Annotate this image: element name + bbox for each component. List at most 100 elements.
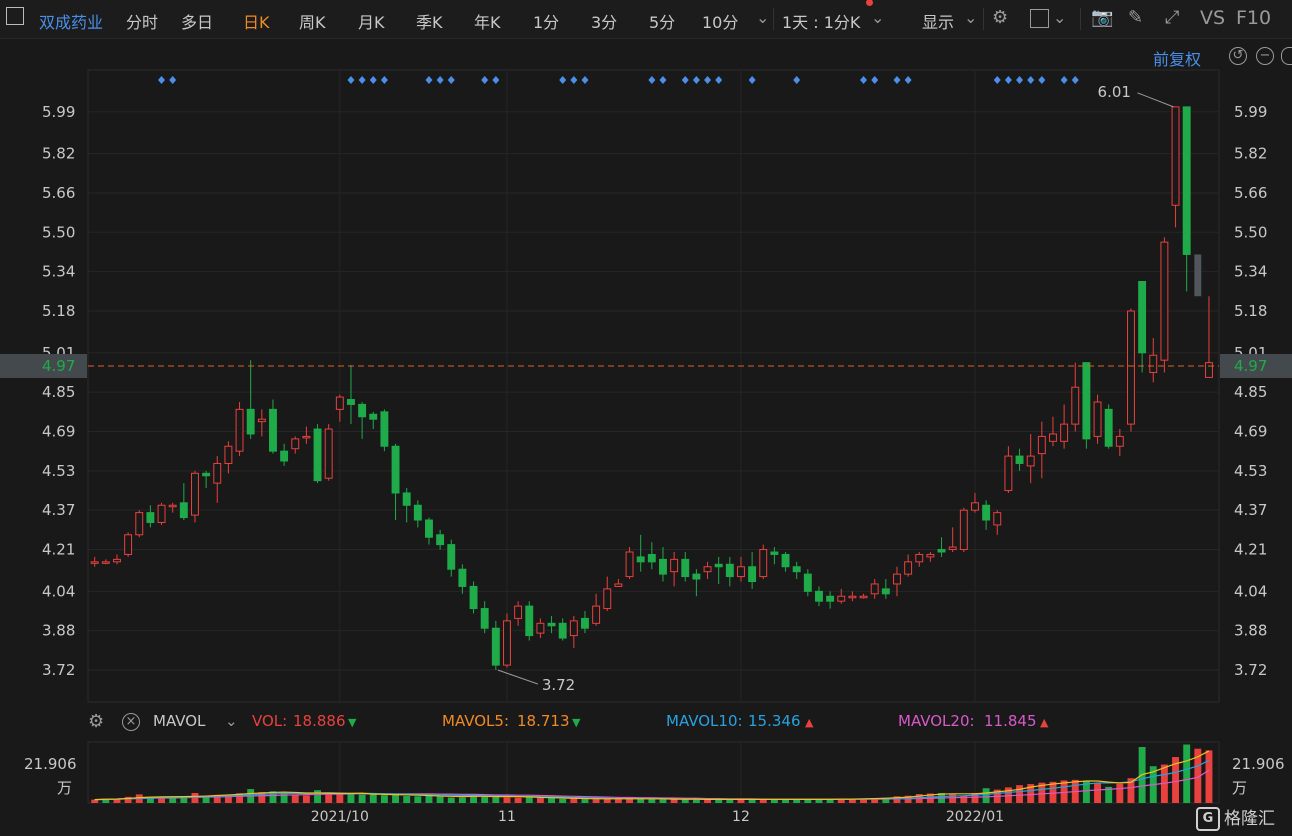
candle[interactable] [1149, 338, 1158, 383]
vol-indicator-select[interactable]: MAVOL [153, 712, 206, 730]
display-menu[interactable]: 显示 [922, 13, 955, 32]
candle[interactable] [291, 436, 300, 454]
candle[interactable] [870, 579, 879, 599]
candle[interactable] [402, 488, 411, 523]
candle[interactable] [380, 409, 389, 452]
candle[interactable] [603, 576, 612, 612]
candle[interactable] [202, 470, 211, 489]
fullscreen-icon[interactable]: ⤢ [1165, 7, 1180, 28]
candle[interactable] [458, 564, 467, 594]
candle[interactable] [670, 551, 679, 587]
candle[interactable] [246, 360, 255, 439]
tab-5min[interactable]: 5分 [649, 13, 676, 32]
reset-icon[interactable]: ↺ [1229, 47, 1247, 65]
candle[interactable] [391, 443, 400, 521]
candle[interactable] [859, 593, 868, 599]
vol-indicator-chevron-down-icon[interactable]: ⌄ [225, 712, 238, 730]
candle[interactable] [971, 492, 979, 513]
candle[interactable] [168, 502, 177, 513]
square-icon[interactable] [1030, 9, 1049, 28]
candle[interactable] [948, 527, 957, 552]
candle[interactable] [135, 510, 144, 538]
candle[interactable] [313, 424, 322, 484]
tab-monthly-k[interactable]: 月K [358, 13, 385, 32]
candle[interactable] [647, 542, 656, 570]
candle[interactable] [413, 500, 422, 528]
candle[interactable] [581, 611, 589, 634]
candle[interactable] [90, 556, 99, 567]
tab-weekly-k[interactable]: 周K [299, 13, 326, 32]
candle[interactable] [893, 566, 901, 597]
tab-quarterly-k[interactable]: 季K [416, 13, 443, 32]
candle[interactable] [1060, 404, 1069, 449]
candle[interactable] [881, 579, 890, 599]
candle[interactable] [1160, 237, 1169, 373]
sidebar-toggle-icon[interactable] [6, 7, 24, 25]
candle[interactable] [469, 581, 478, 614]
candle[interactable] [324, 424, 333, 481]
tab-10min[interactable]: 10分 [702, 13, 739, 32]
candle[interactable] [536, 618, 545, 639]
candle[interactable] [1182, 106, 1191, 292]
candle[interactable] [113, 554, 121, 565]
period-chevron-down-icon[interactable]: ⌄ [756, 8, 770, 27]
candle[interactable] [224, 441, 233, 474]
candle[interactable] [714, 556, 723, 584]
vol-close-icon[interactable]: × [122, 713, 140, 731]
candle[interactable] [547, 615, 556, 634]
candle[interactable] [659, 547, 667, 582]
candle[interactable] [558, 618, 567, 641]
candle[interactable] [179, 483, 188, 521]
candle[interactable] [1205, 296, 1213, 378]
candle[interactable] [815, 586, 823, 607]
candle[interactable] [514, 601, 523, 626]
candle[interactable] [335, 394, 344, 422]
adjust-mode-button[interactable]: 前复权 [1153, 50, 1202, 69]
candle[interactable] [737, 556, 745, 582]
candle[interactable] [1138, 280, 1147, 373]
candle[interactable] [625, 547, 634, 580]
candle[interactable] [436, 529, 445, 550]
camera-icon[interactable]: 📷 [1091, 7, 1114, 28]
candle[interactable] [915, 551, 924, 567]
candle[interactable] [993, 510, 1002, 535]
candle[interactable] [926, 551, 935, 562]
tab-yearly-k[interactable]: 年K [474, 13, 501, 32]
candle[interactable] [681, 551, 690, 582]
candle[interactable] [124, 532, 133, 557]
candle[interactable] [1026, 433, 1035, 484]
vs-button[interactable]: VS [1200, 7, 1226, 29]
candle[interactable] [1104, 404, 1113, 449]
stock-name[interactable]: 双成药业 [39, 13, 104, 32]
zoom-in-icon[interactable] [1281, 47, 1292, 65]
candle[interactable] [703, 561, 712, 580]
candle[interactable] [982, 500, 991, 530]
candle[interactable] [447, 539, 456, 577]
candle[interactable] [959, 507, 968, 552]
zoom-out-icon[interactable]: − [1256, 47, 1274, 65]
f10-button[interactable]: F10 [1236, 7, 1272, 29]
tab-multi-day[interactable]: 多日 [181, 13, 214, 32]
candle[interactable] [191, 470, 199, 523]
combo-chevron-down-icon[interactable]: ⌄ [871, 8, 885, 27]
candle[interactable] [748, 551, 757, 589]
candle[interactable] [937, 537, 946, 557]
square-chevron-down-icon[interactable]: ⌄ [1053, 8, 1067, 27]
candle[interactable] [781, 551, 790, 572]
candle[interactable] [146, 505, 155, 528]
candle[interactable] [525, 601, 534, 641]
candle[interactable] [725, 556, 734, 587]
candle[interactable] [792, 561, 801, 580]
candle[interactable] [1037, 421, 1046, 479]
display-chevron-down-icon[interactable]: ⌄ [964, 8, 978, 27]
candle[interactable] [369, 411, 378, 430]
candle[interactable] [1115, 429, 1124, 457]
vol-settings-gear-icon[interactable]: ⚙ [88, 711, 105, 732]
candle[interactable] [1127, 308, 1135, 432]
candle[interactable] [157, 502, 166, 525]
candle[interactable] [837, 588, 846, 604]
candle[interactable] [614, 579, 623, 587]
tab-daily-k[interactable]: 日K [243, 13, 270, 32]
candle[interactable] [826, 591, 835, 609]
